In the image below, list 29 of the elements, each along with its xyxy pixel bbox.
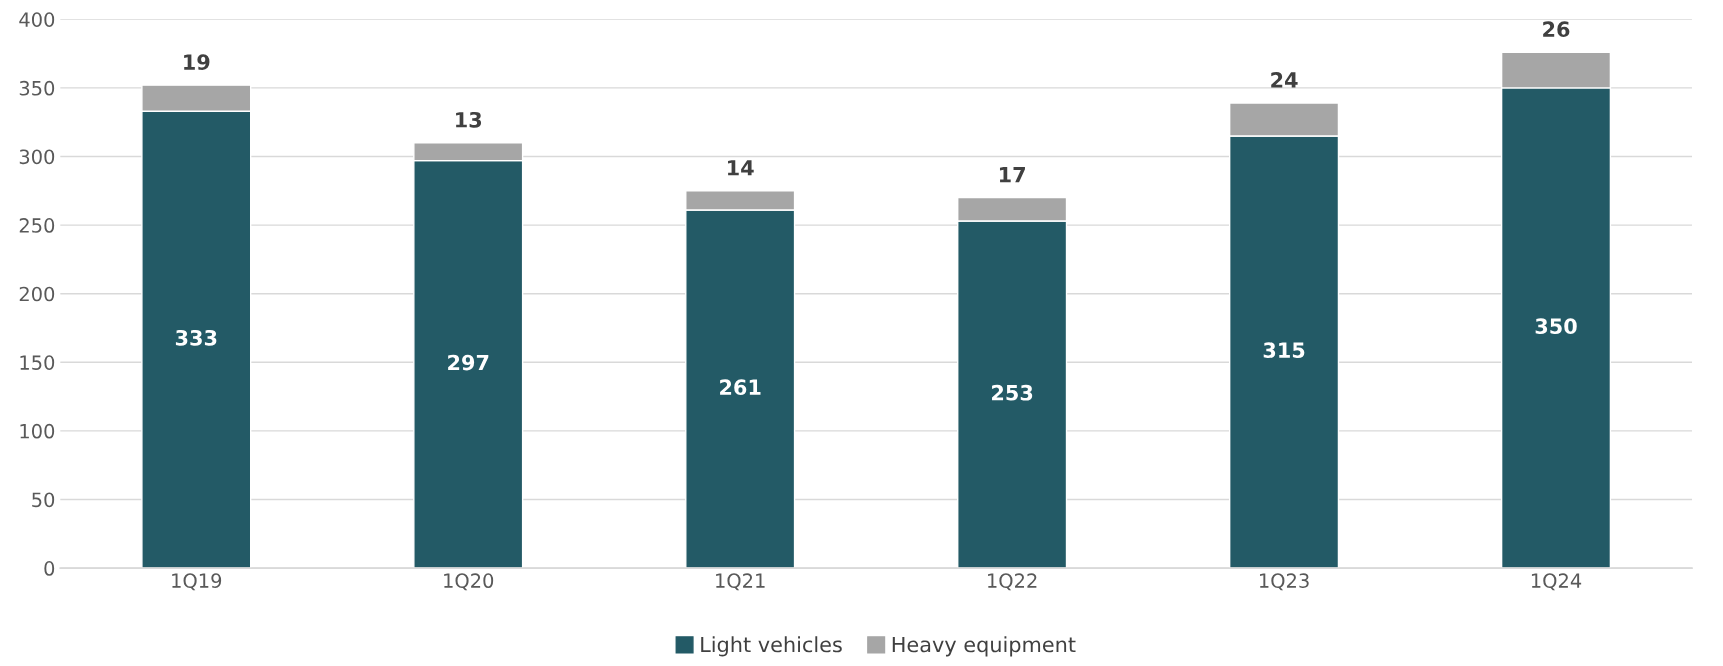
x-tick-label: 1Q24 <box>1531 573 1582 591</box>
x-tick-label: 1Q20 <box>444 573 494 591</box>
data-label: 19 <box>184 54 210 71</box>
data-label: 17 <box>999 167 1025 183</box>
data-label: 350 <box>1535 318 1577 335</box>
data-label: 315 <box>1263 342 1305 359</box>
data-label: 297 <box>448 354 489 371</box>
data-label: 26 <box>1543 21 1570 38</box>
y-tick-label: 100 <box>20 423 55 439</box>
y-tick-label: 350 <box>19 80 55 96</box>
y-tick-label: 300 <box>19 149 55 165</box>
x-tick-label: 1Q21 <box>716 573 765 591</box>
y-tick-label: 50 <box>32 492 55 508</box>
y-tick-label: 150 <box>20 355 55 370</box>
y-tick-label: 200 <box>19 286 55 302</box>
x-tick-label: 1Q23 <box>1259 573 1309 591</box>
legend-label: Heavy equipment <box>892 636 1076 657</box>
data-label: 14 <box>728 160 754 176</box>
y-tick-label: 0 <box>44 561 55 576</box>
x-tick-label: 1Q19 <box>172 573 222 591</box>
data-label: 261 <box>720 379 761 396</box>
data-label: 13 <box>456 111 482 128</box>
legend-label: Light vehicles <box>701 636 842 657</box>
data-label: 333 <box>175 329 217 346</box>
y-tick-label: 400 <box>19 12 55 27</box>
y-tick-label: 250 <box>19 218 55 233</box>
data-label: 24 <box>1271 72 1298 88</box>
data-label: 253 <box>992 384 1033 401</box>
x-tick-label: 1Q22 <box>988 573 1037 591</box>
